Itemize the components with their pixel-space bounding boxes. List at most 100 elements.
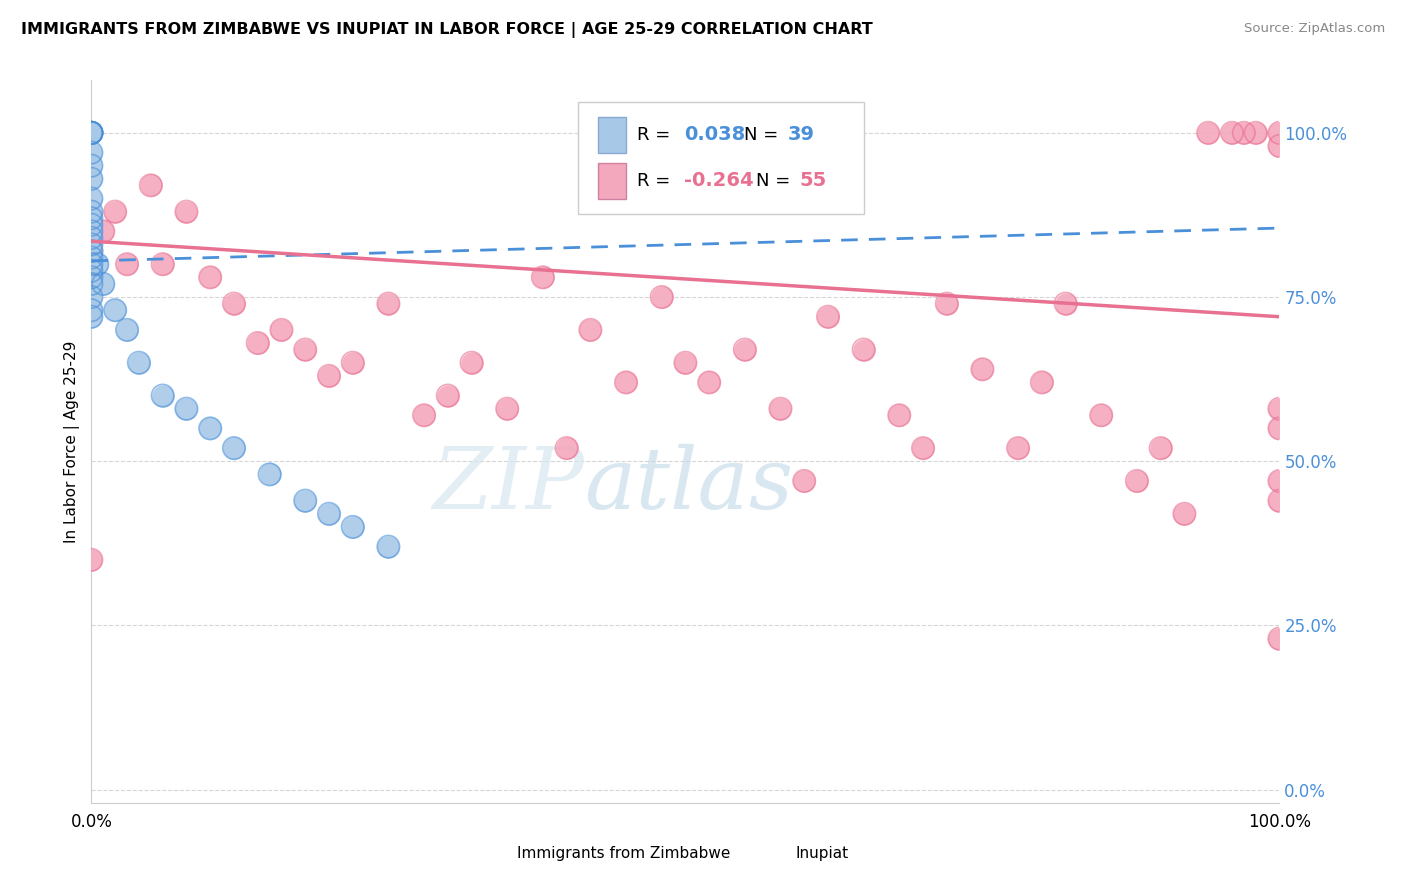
Point	[697, 376, 720, 390]
Point	[115, 323, 138, 337]
Point	[734, 343, 756, 357]
Point	[769, 401, 792, 416]
Point	[176, 401, 198, 416]
Point	[152, 257, 174, 271]
Point	[555, 441, 578, 455]
Point	[1268, 126, 1291, 140]
Point	[176, 204, 198, 219]
Point	[80, 145, 103, 160]
Point	[80, 290, 103, 304]
Point	[294, 343, 316, 357]
Point	[80, 126, 103, 140]
Point	[496, 401, 519, 416]
Point	[104, 204, 127, 219]
Point	[318, 507, 340, 521]
Point	[152, 257, 174, 271]
Point	[1268, 421, 1291, 435]
Point	[80, 303, 103, 318]
Point	[80, 270, 103, 285]
Point	[80, 264, 103, 278]
Point	[80, 126, 103, 140]
Point	[817, 310, 839, 324]
Point	[793, 474, 815, 488]
FancyBboxPatch shape	[598, 117, 626, 153]
Point	[318, 507, 340, 521]
Point	[80, 270, 103, 285]
Point	[1244, 126, 1267, 140]
Point	[80, 310, 103, 324]
Point	[1268, 474, 1291, 488]
Point	[1031, 376, 1053, 390]
Text: IMMIGRANTS FROM ZIMBABWE VS INUPIAT IN LABOR FORCE | AGE 25-29 CORRELATION CHART: IMMIGRANTS FROM ZIMBABWE VS INUPIAT IN L…	[21, 22, 873, 38]
Point	[115, 323, 138, 337]
Text: 39: 39	[787, 126, 814, 145]
Point	[80, 224, 103, 238]
Point	[555, 441, 578, 455]
Point	[318, 368, 340, 383]
Point	[80, 244, 103, 258]
Point	[972, 362, 994, 376]
Point	[270, 323, 292, 337]
Point	[1149, 441, 1171, 455]
Point	[80, 553, 103, 567]
Point	[935, 296, 957, 310]
Point	[1268, 421, 1291, 435]
Point	[531, 270, 554, 285]
Point	[80, 237, 103, 252]
Point	[104, 204, 127, 219]
Point	[222, 296, 245, 310]
Point	[911, 441, 934, 455]
Point	[734, 343, 756, 357]
Point	[246, 336, 269, 351]
Point	[80, 126, 103, 140]
Point	[80, 244, 103, 258]
Point	[128, 356, 150, 370]
Point	[1268, 401, 1291, 416]
Point	[911, 441, 934, 455]
Point	[139, 178, 162, 193]
Point	[80, 159, 103, 173]
Point	[104, 303, 127, 318]
Point	[793, 474, 815, 488]
Text: Source: ZipAtlas.com: Source: ZipAtlas.com	[1244, 22, 1385, 36]
Point	[80, 171, 103, 186]
Point	[80, 171, 103, 186]
Point	[889, 409, 911, 423]
Point	[80, 192, 103, 206]
Point	[852, 343, 875, 357]
Point	[1268, 126, 1291, 140]
Point	[817, 310, 839, 324]
Point	[1090, 409, 1112, 423]
Point	[80, 257, 103, 271]
Text: 55: 55	[800, 171, 827, 191]
Point	[579, 323, 602, 337]
Point	[80, 204, 103, 219]
Point	[152, 388, 174, 402]
Y-axis label: In Labor Force | Age 25-29: In Labor Force | Age 25-29	[65, 341, 80, 542]
Point	[176, 204, 198, 219]
Point	[222, 441, 245, 455]
Point	[80, 126, 103, 140]
Point	[80, 159, 103, 173]
FancyBboxPatch shape	[598, 163, 626, 199]
Point	[1126, 474, 1149, 488]
Point	[651, 290, 673, 304]
Point	[377, 540, 399, 554]
Point	[614, 376, 637, 390]
Point	[496, 401, 519, 416]
Point	[852, 343, 875, 357]
Point	[673, 356, 696, 370]
Point	[1268, 632, 1291, 646]
Point	[342, 520, 364, 534]
Point	[80, 257, 103, 271]
Point	[115, 257, 138, 271]
Point	[1054, 296, 1077, 310]
Point	[222, 441, 245, 455]
Point	[651, 290, 673, 304]
Point	[86, 257, 108, 271]
Point	[80, 224, 103, 238]
Point	[80, 211, 103, 226]
Point	[80, 290, 103, 304]
Point	[80, 126, 103, 140]
Point	[769, 401, 792, 416]
